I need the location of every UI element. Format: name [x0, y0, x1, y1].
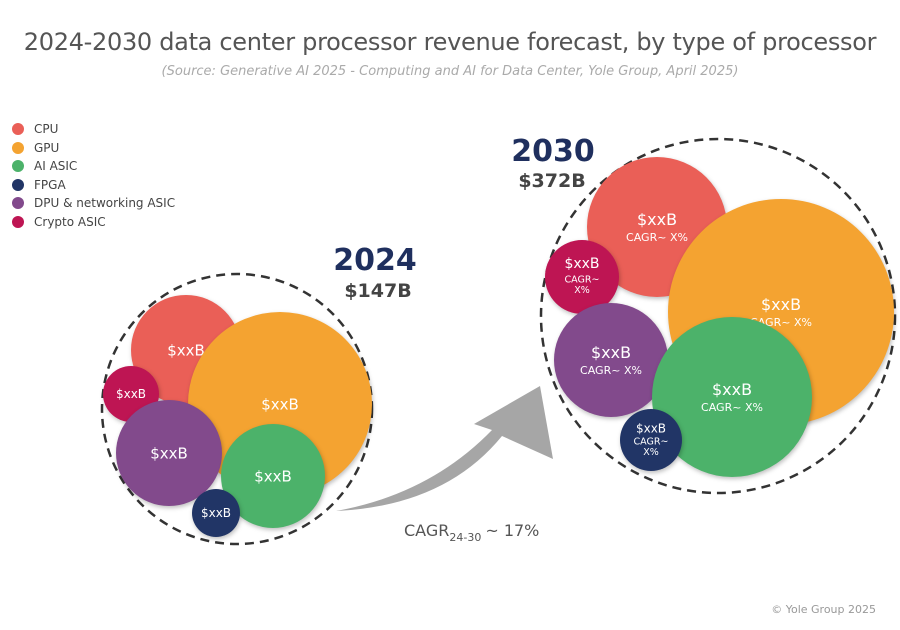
year-label: 2024 — [333, 243, 417, 278]
legend-swatch — [12, 123, 24, 136]
bubble-value: $xxB — [201, 506, 231, 520]
bubble-value: $xxB — [591, 343, 631, 362]
bubble-cagr: CAGR~ X% — [634, 437, 669, 459]
bubble-cagr: CAGR~ X% — [580, 364, 642, 377]
legend-item: Crypto ASIC — [12, 213, 175, 232]
bubble-cagr: CAGR~ X% — [626, 231, 688, 244]
bubble-dpu-networking-asic — [554, 303, 668, 417]
group-2030: $xxB CAGR~ X% $xxB CAGR~ X% $xxB CAGR~ X% $xxB C… — [511, 134, 897, 495]
legend: CPU GPU AI ASIC FPGA DPU & networking ASIC Cr… — [12, 120, 175, 231]
bubble-value: $xxB — [637, 210, 677, 229]
bubble-value: $xxB — [116, 387, 146, 401]
legend-label: CPU — [34, 122, 59, 137]
bubble-crypto-asic — [545, 240, 619, 314]
chart-subtitle: (Source: Generative AI 2025 - Computing … — [161, 64, 739, 79]
legend-item: GPU — [12, 139, 175, 158]
legend-swatch — [12, 215, 24, 228]
bubble-value: $xxB — [167, 341, 205, 359]
total-boundary-circle — [100, 272, 374, 546]
bubble-cagr: CAGR~ X% — [701, 401, 763, 414]
legend-swatch — [12, 197, 24, 210]
legend-label: DPU & networking ASIC — [34, 196, 176, 211]
bubble-cagr: CAGR~ X% — [565, 275, 600, 297]
bubble-value: $xxB — [261, 395, 299, 413]
bubble-ai-asic — [652, 317, 812, 477]
legend-item: AI ASIC — [12, 157, 175, 176]
bubble-ai-asic — [221, 424, 325, 528]
legend-swatch — [12, 141, 24, 154]
legend-label: Crypto ASIC — [34, 214, 106, 229]
bubble-dpu-networking-asic — [116, 400, 222, 506]
legend-item: CPU — [12, 120, 175, 139]
legend-label: GPU — [34, 140, 60, 155]
total-boundary-circle — [539, 137, 897, 495]
legend-swatch — [12, 160, 24, 173]
chart-title: 2024-2030 data center processor revenue … — [23, 28, 877, 56]
legend-item: FPGA — [12, 176, 175, 195]
bubble-fpga — [620, 409, 682, 471]
copyright: © Yole Group 2025 — [771, 603, 876, 616]
total-revenue-label: $147B — [344, 280, 411, 302]
cagr-label: CAGR24-30 ~ 17% — [404, 521, 539, 544]
growth-arrow — [336, 386, 553, 511]
bubble-value: $xxB — [150, 444, 188, 462]
legend-item: DPU & networking ASIC — [12, 194, 175, 213]
total-revenue-label: $372B — [518, 170, 585, 192]
bubble-fpga — [192, 489, 240, 537]
legend-label: FPGA — [34, 177, 66, 192]
year-label: 2030 — [511, 134, 595, 169]
legend-swatch — [12, 178, 24, 191]
bubble-value: $xxB — [761, 295, 801, 314]
bubble-value: $xxB — [254, 467, 292, 485]
legend-label: AI ASIC — [34, 159, 78, 174]
bubble-value: $xxB — [712, 380, 752, 399]
group-2024: $xxB $xxB $xxB $xxB $xxB $xxB 2024$147B — [100, 243, 417, 546]
bubble-value: $xxB — [564, 256, 599, 272]
bubble-value: $xxB — [636, 421, 666, 435]
